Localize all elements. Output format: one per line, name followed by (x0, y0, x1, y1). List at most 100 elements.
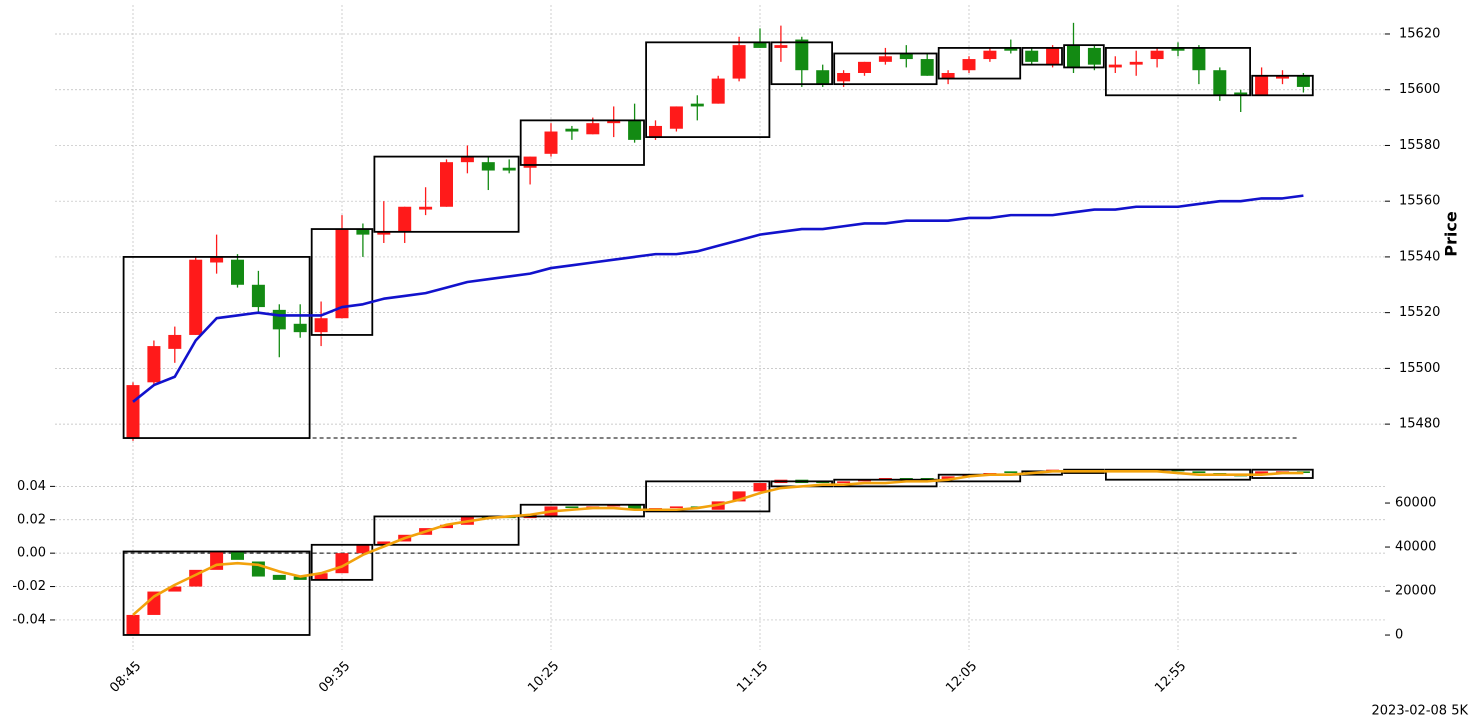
candle-body (690, 103, 704, 107)
range-box (122, 256, 311, 439)
candle-body (669, 106, 683, 129)
candle-body (460, 156, 474, 163)
candle-body (983, 50, 997, 60)
candle-body (1255, 471, 1269, 475)
candle-body (398, 206, 412, 232)
y2-tick-label: 0 (1395, 628, 1403, 643)
candle-body (251, 284, 265, 308)
candle-body (899, 53, 913, 60)
range-box (310, 228, 374, 336)
candle-body (356, 544, 370, 554)
candle-body (1025, 50, 1039, 62)
candle-body (565, 128, 579, 132)
y2-tick-label: 40000 (1395, 540, 1436, 555)
x-tick-label: 10:25 (525, 659, 562, 696)
candle-body (1213, 70, 1227, 96)
candle-body (189, 259, 203, 335)
candle-body (732, 45, 746, 79)
candle-body (335, 229, 349, 319)
candle-body (231, 551, 244, 560)
candle-body (272, 574, 286, 580)
candle-body (732, 491, 746, 502)
candle-body (1234, 92, 1248, 96)
candle-body (293, 576, 307, 580)
candle-body (753, 42, 767, 48)
y-tick-label: -0.02 (12, 579, 46, 594)
candle-body (649, 125, 662, 138)
candle-body (231, 259, 244, 285)
range-box (519, 503, 645, 518)
candle-body (1150, 50, 1164, 60)
range-box (1021, 47, 1063, 66)
candle-body (753, 483, 767, 492)
candle-body (1087, 47, 1101, 65)
y-tick-label: 0.02 (17, 512, 46, 527)
footer: 2023-02-08 5K (1372, 704, 1469, 719)
y-tick-label: 0.00 (17, 546, 46, 561)
candle-body (878, 56, 892, 62)
candle-body (314, 318, 328, 333)
moving-average-line (132, 194, 1304, 403)
x-tick-label: 11:15 (734, 659, 771, 696)
candle-body (544, 131, 558, 154)
candle-body (210, 256, 224, 263)
candle-body (168, 586, 182, 592)
y-tick-label: 15620 (1399, 26, 1440, 41)
range-box (1063, 44, 1105, 69)
candle-body (1108, 64, 1122, 68)
candle-body (586, 123, 600, 135)
candle-body (607, 120, 621, 124)
candle-body (1129, 61, 1143, 65)
y-tick-label: 15500 (1399, 361, 1440, 376)
candle-body (419, 206, 433, 210)
candle-body (377, 231, 391, 235)
candle-body (272, 309, 286, 330)
range-box (519, 119, 645, 166)
candle-body (1004, 471, 1018, 474)
candle-body (1296, 75, 1310, 87)
range-box (1251, 74, 1314, 97)
range-box (770, 41, 834, 86)
candle-body (774, 45, 788, 48)
candle-body (481, 162, 495, 171)
candle-body (377, 541, 391, 545)
candle-body (1171, 47, 1185, 51)
candle-body (1067, 45, 1080, 68)
candle-body (1255, 75, 1269, 96)
y-axis-label: Price (1442, 211, 1461, 257)
smoothed-line (132, 470, 1304, 616)
range-box (937, 47, 1022, 80)
y-tick-label: 15520 (1399, 305, 1440, 320)
y-tick-label: 0.04 (17, 479, 46, 494)
candle-body (628, 120, 642, 140)
candle-body (356, 229, 370, 235)
range-box (1104, 47, 1252, 97)
candle-body (837, 481, 851, 484)
candle-body (858, 61, 871, 73)
candle-body (126, 385, 140, 439)
candle-body (293, 323, 307, 333)
candle-body (147, 346, 161, 383)
y-tick-label: 15560 (1399, 194, 1440, 209)
candle-body (147, 591, 161, 615)
candle-body (962, 59, 976, 71)
candle-body (126, 614, 140, 635)
y-tick-label: 15480 (1399, 417, 1440, 432)
range-box (833, 52, 938, 86)
candle-body (502, 167, 516, 171)
range-box (645, 41, 771, 138)
candle-body (1192, 471, 1206, 474)
range-box (645, 480, 771, 513)
candle-body (523, 156, 537, 168)
range-box (310, 543, 374, 581)
candle-body (669, 506, 683, 509)
y2-tick-label: 20000 (1395, 584, 1436, 599)
y-tick-label: 15580 (1399, 138, 1440, 153)
candle-body (941, 72, 955, 79)
x-tick-label: 12:05 (943, 659, 980, 696)
range-box (833, 478, 938, 488)
y-tick-label: 15600 (1399, 82, 1440, 97)
x-tick-label: 12:55 (1152, 659, 1189, 696)
x-tick-label: 09:35 (316, 659, 353, 696)
